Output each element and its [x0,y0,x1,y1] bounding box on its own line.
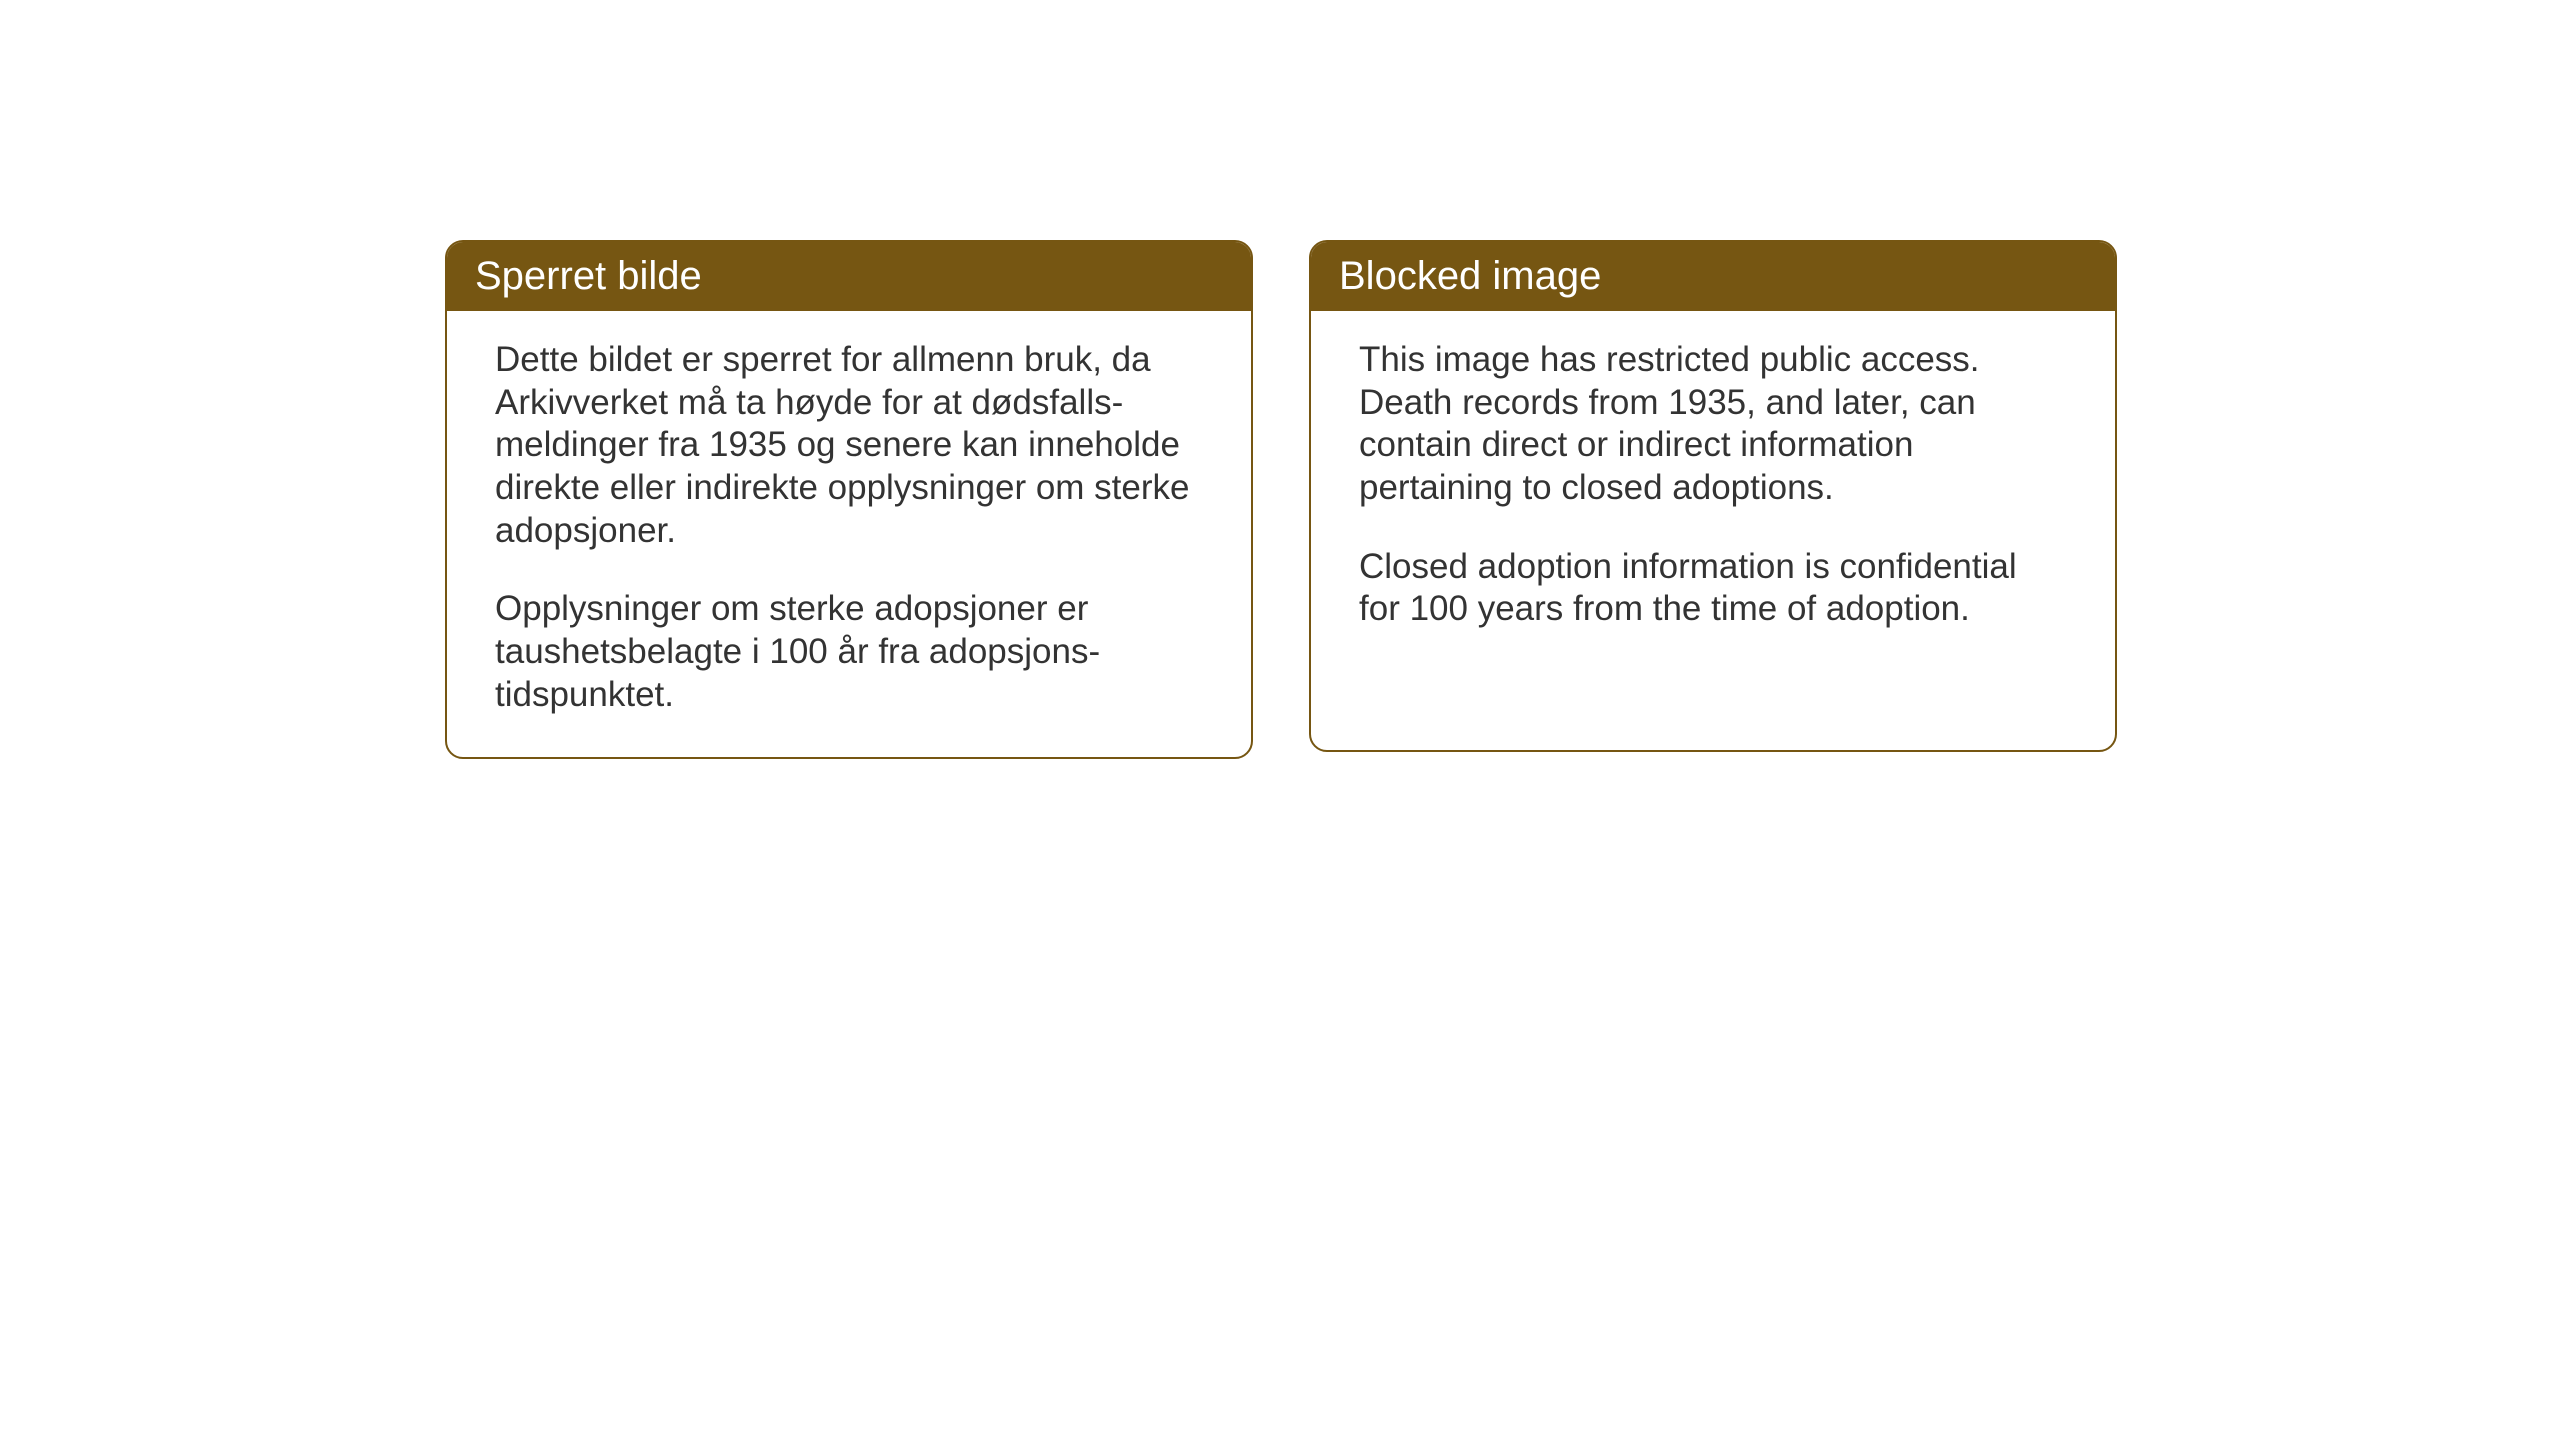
card-norwegian-header: Sperret bilde [447,242,1251,311]
card-norwegian-paragraph-1: Dette bildet er sperret for allmenn bruk… [495,339,1203,552]
card-norwegian-title: Sperret bilde [475,254,702,298]
card-english: Blocked image This image has restricted … [1309,240,2117,752]
card-english-body: This image has restricted public access.… [1311,311,2115,671]
cards-container: Sperret bilde Dette bildet er sperret fo… [445,240,2117,759]
card-norwegian: Sperret bilde Dette bildet er sperret fo… [445,240,1253,759]
card-english-paragraph-1: This image has restricted public access.… [1359,339,2067,510]
card-english-paragraph-2: Closed adoption information is confident… [1359,546,2067,631]
card-norwegian-body: Dette bildet er sperret for allmenn bruk… [447,311,1251,757]
card-english-header: Blocked image [1311,242,2115,311]
card-english-title: Blocked image [1339,254,1601,298]
card-norwegian-paragraph-2: Opplysninger om sterke adopsjoner er tau… [495,588,1203,716]
